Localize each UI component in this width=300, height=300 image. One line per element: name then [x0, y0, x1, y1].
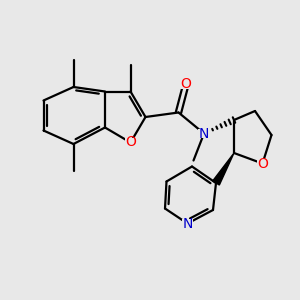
Text: O: O	[257, 157, 268, 170]
Text: N: N	[199, 127, 209, 140]
FancyBboxPatch shape	[180, 79, 192, 89]
Text: N: N	[182, 217, 193, 230]
FancyBboxPatch shape	[125, 138, 136, 147]
Text: O: O	[125, 136, 136, 149]
FancyBboxPatch shape	[198, 129, 210, 138]
Text: O: O	[181, 77, 191, 91]
Polygon shape	[213, 153, 234, 185]
FancyBboxPatch shape	[257, 159, 268, 168]
FancyBboxPatch shape	[182, 219, 193, 228]
